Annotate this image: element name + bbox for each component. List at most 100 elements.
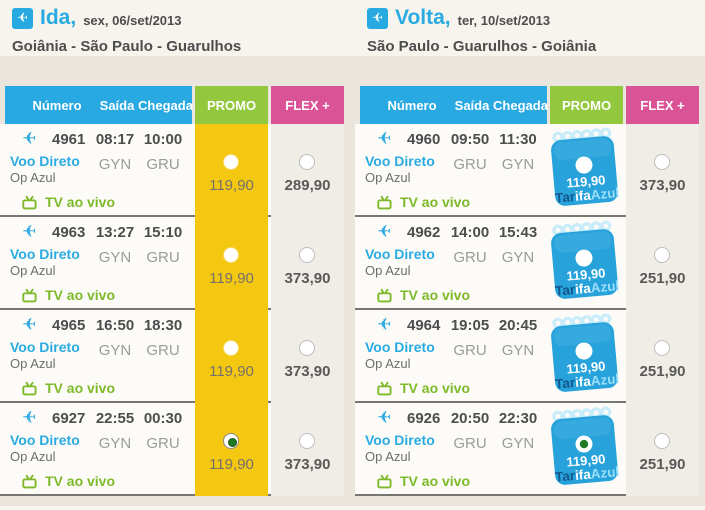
flex-fare-cell[interactable]: 373,90: [626, 124, 699, 217]
promo-fare-cell[interactable]: 119,90: [195, 217, 268, 310]
tarifa-azul-logo: TarifaAzul: [554, 185, 619, 206]
column-flex: FLEX +: [626, 86, 699, 124]
flight-number: 6926: [407, 410, 441, 427]
operator-label: Op Azul: [10, 170, 56, 185]
promo-fare-cell[interactable]: 119,90: [195, 403, 268, 496]
column-promo: PROMO: [550, 86, 623, 124]
origin-code: GYN: [98, 156, 132, 173]
promo-radio-button[interactable]: [575, 249, 593, 267]
flex-fare-cell[interactable]: 289,90: [271, 124, 344, 217]
direct-flight-label: Voo Direto: [10, 339, 80, 355]
flex-radio-button[interactable]: [299, 154, 315, 170]
flex-fare-cell[interactable]: 251,90: [626, 217, 699, 310]
origin-code: GRU: [453, 435, 487, 452]
return-date: ter, 10/set/2013: [457, 12, 551, 28]
flight-number: 6927: [52, 410, 86, 427]
airplane-icon: ✈: [22, 222, 37, 241]
origin-code: GRU: [453, 156, 487, 173]
tv-icon: [22, 381, 37, 395]
departure-time: 16:50: [95, 317, 135, 334]
promo-radio-button[interactable]: [575, 156, 593, 174]
flight-row: ✈ 4960 09:50 11:30 Voo Direto GRU GYN Op…: [355, 124, 699, 217]
flex-radio-button[interactable]: [299, 433, 315, 449]
flex-radio-button[interactable]: [654, 247, 670, 263]
promo-radio-button[interactable]: [223, 154, 239, 170]
flex-radio-button[interactable]: [654, 433, 670, 449]
promo-fare-cell[interactable]: 119,90: [195, 124, 268, 217]
tv-live-badge: TV ao vivo: [22, 194, 115, 210]
outbound-route: Goiânia - São Paulo - Guarulhos: [12, 38, 242, 55]
promo-radio-button-selected[interactable]: [223, 433, 239, 449]
arrival-time: 15:10: [143, 224, 183, 241]
column-number: Número: [32, 97, 82, 113]
tv-icon: [377, 381, 392, 395]
tarifa-azul-badge[interactable]: 119,90 TarifaAzul: [550, 219, 621, 307]
origin-code: GRU: [453, 342, 487, 359]
flex-radio-button[interactable]: [654, 154, 670, 170]
promo-price: 119,90: [209, 363, 254, 380]
promo-price: 119,90: [209, 177, 254, 194]
tarifa-azul-badge[interactable]: 119,90 TarifaAzul: [550, 405, 621, 493]
return-header: ✈ Volta, ter, 10/set/2013 São Paulo - Gu…: [367, 6, 596, 56]
flex-fare-cell[interactable]: 373,90: [271, 217, 344, 310]
tarifa-azul-badge[interactable]: 119,90 TarifaAzul: [550, 312, 621, 400]
flex-price: 373,90: [284, 363, 331, 380]
column-number: Número: [387, 97, 437, 113]
promo-radio-button[interactable]: [575, 342, 593, 360]
tv-icon: [377, 288, 392, 302]
promo-radio-button[interactable]: [223, 247, 239, 263]
direct-flight-label: Voo Direto: [10, 432, 80, 448]
arrival-time: 20:45: [498, 317, 538, 334]
flex-fare-cell[interactable]: 251,90: [626, 310, 699, 403]
tv-live-label: TV ao vivo: [45, 473, 116, 489]
flight-info-header: Número Saída Chegada: [5, 86, 193, 124]
flex-fare-cell[interactable]: 373,90: [271, 403, 344, 496]
flight-row: ✈ 4964 19:05 20:45 Voo Direto GRU GYN Op…: [355, 310, 699, 403]
flight-number: 4965: [52, 317, 86, 334]
column-arrival: Chegada: [138, 97, 193, 113]
tv-live-label: TV ao vivo: [400, 287, 471, 303]
return-route: São Paulo - Guarulhos - Goiânia: [367, 38, 597, 55]
airplane-icon: ✈: [377, 408, 392, 427]
operator-label: Op Azul: [10, 449, 56, 464]
flex-radio-button[interactable]: [299, 247, 315, 263]
promo-fare-cell[interactable]: 119,90: [195, 310, 268, 403]
promo-radio-button[interactable]: [223, 340, 239, 356]
tv-icon: [22, 474, 37, 488]
page-bottom-strip: [0, 506, 705, 510]
destination-code: GRU: [146, 156, 180, 173]
origin-code: GYN: [98, 435, 132, 452]
badge-promo-price: 119,90: [566, 358, 606, 376]
flex-price: 289,90: [284, 177, 331, 194]
flight-row: ✈ 4962 14:00 15:43 Voo Direto GRU GYN Op…: [355, 217, 699, 310]
flex-fare-cell[interactable]: 251,90: [626, 403, 699, 496]
tv-live-label: TV ao vivo: [45, 287, 116, 303]
badge-promo-price: 119,90: [566, 265, 606, 283]
flight-info-header: Número Saída Chegada: [360, 86, 548, 124]
airplane-icon: ✈: [22, 315, 37, 334]
promo-fare-cell[interactable]: 119,90 TarifaAzul: [550, 124, 623, 217]
airplane-icon: ✈: [377, 222, 392, 241]
origin-code: GYN: [98, 249, 132, 266]
return-panel: ✈ Volta, ter, 10/set/2013 São Paulo - Gu…: [355, 0, 705, 510]
flex-radio-button[interactable]: [299, 340, 315, 356]
operator-label: Op Azul: [365, 449, 411, 464]
flex-radio-button[interactable]: [654, 340, 670, 356]
tv-live-label: TV ao vivo: [400, 194, 471, 210]
selected-dot: [579, 439, 589, 449]
arrival-time: 00:30: [143, 410, 183, 427]
outbound-table-header: Número Saída Chegada PROMO FLEX +: [0, 86, 350, 124]
outbound-title: Ida,: [40, 6, 77, 29]
destination-code: GYN: [501, 249, 535, 266]
flex-price: 373,90: [639, 177, 686, 194]
promo-fare-cell[interactable]: 119,90 TarifaAzul: [550, 310, 623, 403]
tarifa-azul-badge[interactable]: 119,90 TarifaAzul: [550, 126, 621, 214]
tv-icon: [377, 195, 392, 209]
promo-fare-cell[interactable]: 119,90 TarifaAzul: [550, 217, 623, 310]
badge-promo-price: 119,90: [566, 172, 606, 190]
tv-live-label: TV ao vivo: [400, 380, 471, 396]
flex-price: 251,90: [639, 270, 686, 287]
promo-fare-cell[interactable]: 119,90 TarifaAzul: [550, 403, 623, 496]
airplane-icon: ✈: [377, 129, 392, 148]
flex-fare-cell[interactable]: 373,90: [271, 310, 344, 403]
